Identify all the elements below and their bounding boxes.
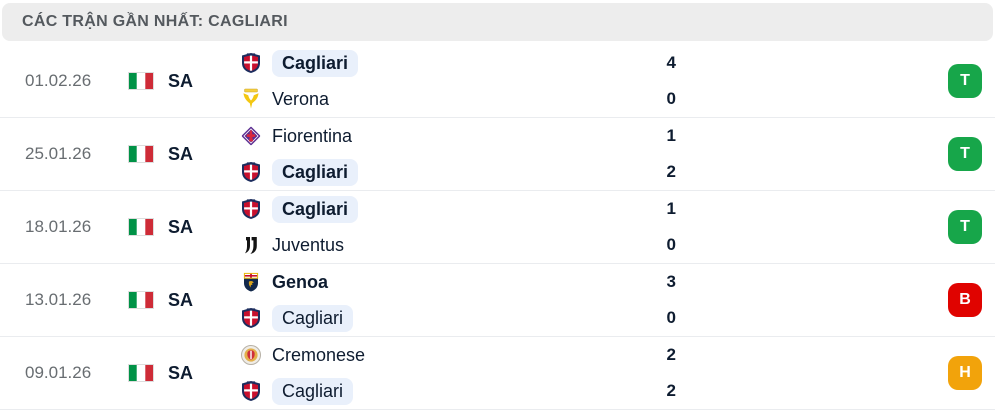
section-title: CÁC TRẬN GẦN NHẤT: CAGLIARI <box>22 13 288 30</box>
fiorentina-logo-icon <box>240 125 262 147</box>
match-date: 09.01.26 <box>25 363 92 382</box>
home-team-name[interactable]: Genoa <box>272 271 329 292</box>
home-team-score: 2 <box>666 345 676 364</box>
away-team-name[interactable]: Cagliari <box>272 304 354 332</box>
result-badge: H <box>948 356 982 390</box>
away-team-line: Verona 0 <box>240 85 676 114</box>
home-team-name[interactable]: Cagliari <box>272 195 359 223</box>
recent-matches-card: CÁC TRẬN GẦN NHẤT: CAGLIARI 01.02.26 SA … <box>0 3 995 413</box>
home-team-line: Fiorentina 1 <box>240 122 676 151</box>
italy-flag-icon <box>128 72 154 90</box>
home-team-score: 3 <box>666 272 676 291</box>
cagliari-logo-icon <box>240 161 262 183</box>
italy-flag-icon <box>128 218 154 236</box>
league-cell: SA <box>103 363 240 384</box>
cagliari-logo-icon <box>240 380 262 402</box>
league-cell: SA <box>103 217 240 238</box>
home-team-name[interactable]: Cagliari <box>272 49 359 77</box>
cagliari-logo-icon <box>240 52 262 74</box>
match-list: 01.02.26 SA Cagliari 4 Verona 0 T 25.01.… <box>0 45 995 410</box>
match-date: 01.02.26 <box>25 71 92 90</box>
teams-cell: Fiorentina 1 Cagliari 2 <box>240 122 680 187</box>
result-badge: T <box>948 210 982 244</box>
genoa-logo-icon <box>240 271 262 293</box>
cagliari-logo-icon <box>240 198 262 220</box>
verona-logo-icon <box>240 88 262 110</box>
match-date: 13.01.26 <box>25 290 92 309</box>
away-team-name[interactable]: Verona <box>272 88 330 109</box>
league-code: SA <box>168 70 194 91</box>
result-badge: T <box>948 137 982 171</box>
away-team-line: Juventus 0 <box>240 231 676 260</box>
match-row[interactable]: 09.01.26 SA Cremonese 2 Cagliari 2 H <box>0 337 995 410</box>
juventus-logo-icon <box>240 234 262 256</box>
match-date: 25.01.26 <box>25 144 92 163</box>
teams-cell: Cagliari 1 Juventus 0 <box>240 195 680 260</box>
league-code: SA <box>168 362 194 383</box>
away-team-score: 0 <box>666 308 676 327</box>
section-header: CÁC TRẬN GẦN NHẤT: CAGLIARI <box>2 3 993 41</box>
league-code: SA <box>168 216 194 237</box>
away-team-name[interactable]: Cagliari <box>272 377 354 405</box>
home-team-score: 4 <box>666 53 676 72</box>
away-team-line: Cagliari 2 <box>240 377 676 406</box>
result-badge: T <box>948 64 982 98</box>
away-team-score: 0 <box>666 235 676 254</box>
teams-cell: Cremonese 2 Cagliari 2 <box>240 341 680 406</box>
italy-flag-icon <box>128 291 154 309</box>
home-team-line: Cagliari 1 <box>240 195 676 224</box>
away-team-name[interactable]: Cagliari <box>272 158 359 186</box>
away-team-score: 0 <box>666 89 676 108</box>
cremonese-logo-icon <box>240 344 262 366</box>
home-team-name[interactable]: Fiorentina <box>272 125 353 146</box>
home-team-line: Cremonese 2 <box>240 341 676 370</box>
away-team-line: Cagliari 2 <box>240 158 676 187</box>
match-date: 18.01.26 <box>25 217 92 236</box>
home-team-line: Cagliari 4 <box>240 49 676 78</box>
cagliari-logo-icon <box>240 307 262 329</box>
home-team-score: 1 <box>666 199 676 218</box>
league-code: SA <box>168 289 194 310</box>
match-row[interactable]: 18.01.26 SA Cagliari 1 Juventus 0 T <box>0 191 995 264</box>
result-badge: B <box>948 283 982 317</box>
away-team-score: 2 <box>666 162 676 181</box>
match-row[interactable]: 25.01.26 SA Fiorentina 1 Cagliari 2 T <box>0 118 995 191</box>
italy-flag-icon <box>128 145 154 163</box>
home-team-score: 1 <box>666 126 676 145</box>
away-team-line: Cagliari 0 <box>240 304 676 333</box>
match-row[interactable]: 13.01.26 SA Genoa 3 Cagliari 0 B <box>0 264 995 337</box>
league-code: SA <box>168 143 194 164</box>
league-cell: SA <box>103 144 240 165</box>
italy-flag-icon <box>128 364 154 382</box>
teams-cell: Cagliari 4 Verona 0 <box>240 49 680 114</box>
away-team-score: 2 <box>666 381 676 400</box>
league-cell: SA <box>103 71 240 92</box>
home-team-line: Genoa 3 <box>240 268 676 297</box>
away-team-name[interactable]: Juventus <box>272 234 345 255</box>
home-team-name[interactable]: Cremonese <box>272 344 366 365</box>
league-cell: SA <box>103 290 240 311</box>
match-row[interactable]: 01.02.26 SA Cagliari 4 Verona 0 T <box>0 45 995 118</box>
teams-cell: Genoa 3 Cagliari 0 <box>240 268 680 333</box>
